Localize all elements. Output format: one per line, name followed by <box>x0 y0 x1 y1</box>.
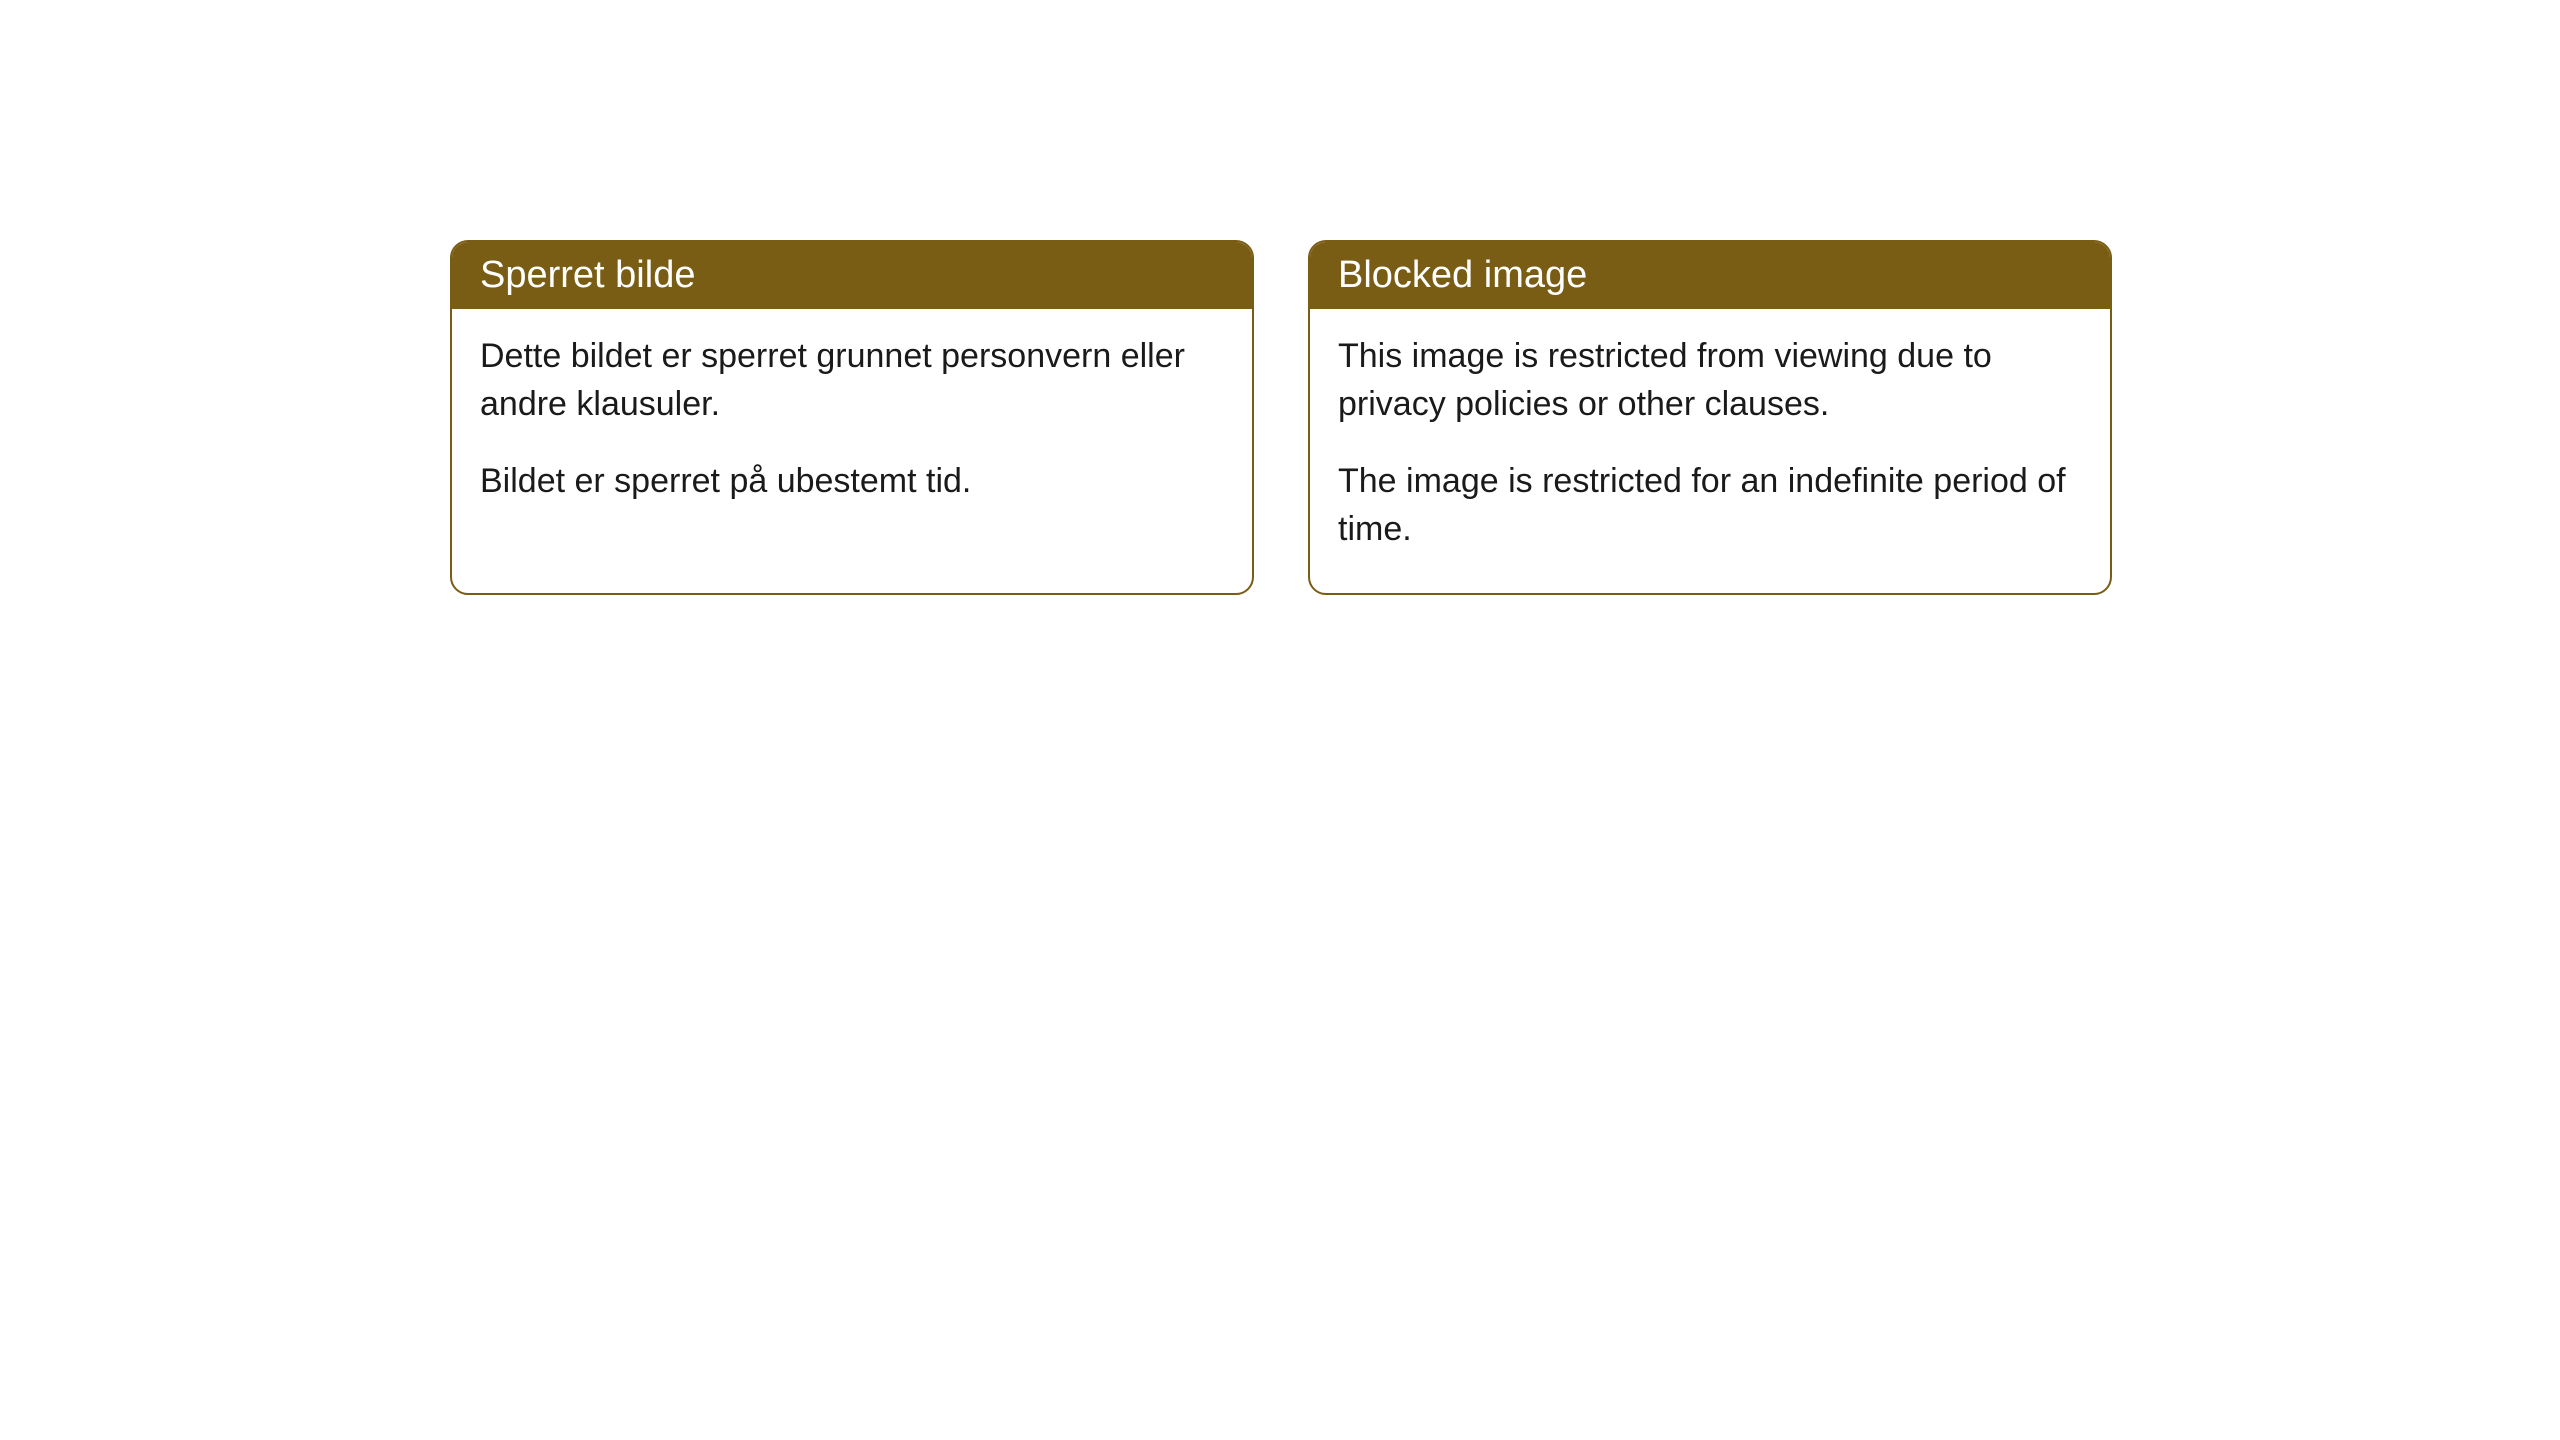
blocked-image-card-english: Blocked image This image is restricted f… <box>1308 240 2112 595</box>
card-paragraph-2-norwegian: Bildet er sperret på ubestemt tid. <box>480 458 1224 506</box>
cards-container: Sperret bilde Dette bildet er sperret gr… <box>0 0 2560 595</box>
card-paragraph-1-norwegian: Dette bildet er sperret grunnet personve… <box>480 333 1224 428</box>
blocked-image-card-norwegian: Sperret bilde Dette bildet er sperret gr… <box>450 240 1254 595</box>
card-body-english: This image is restricted from viewing du… <box>1310 309 2110 593</box>
card-body-norwegian: Dette bildet er sperret grunnet personve… <box>452 309 1252 546</box>
card-header-english: Blocked image <box>1310 242 2110 309</box>
card-header-norwegian: Sperret bilde <box>452 242 1252 309</box>
card-paragraph-1-english: This image is restricted from viewing du… <box>1338 333 2082 428</box>
card-paragraph-2-english: The image is restricted for an indefinit… <box>1338 458 2082 553</box>
